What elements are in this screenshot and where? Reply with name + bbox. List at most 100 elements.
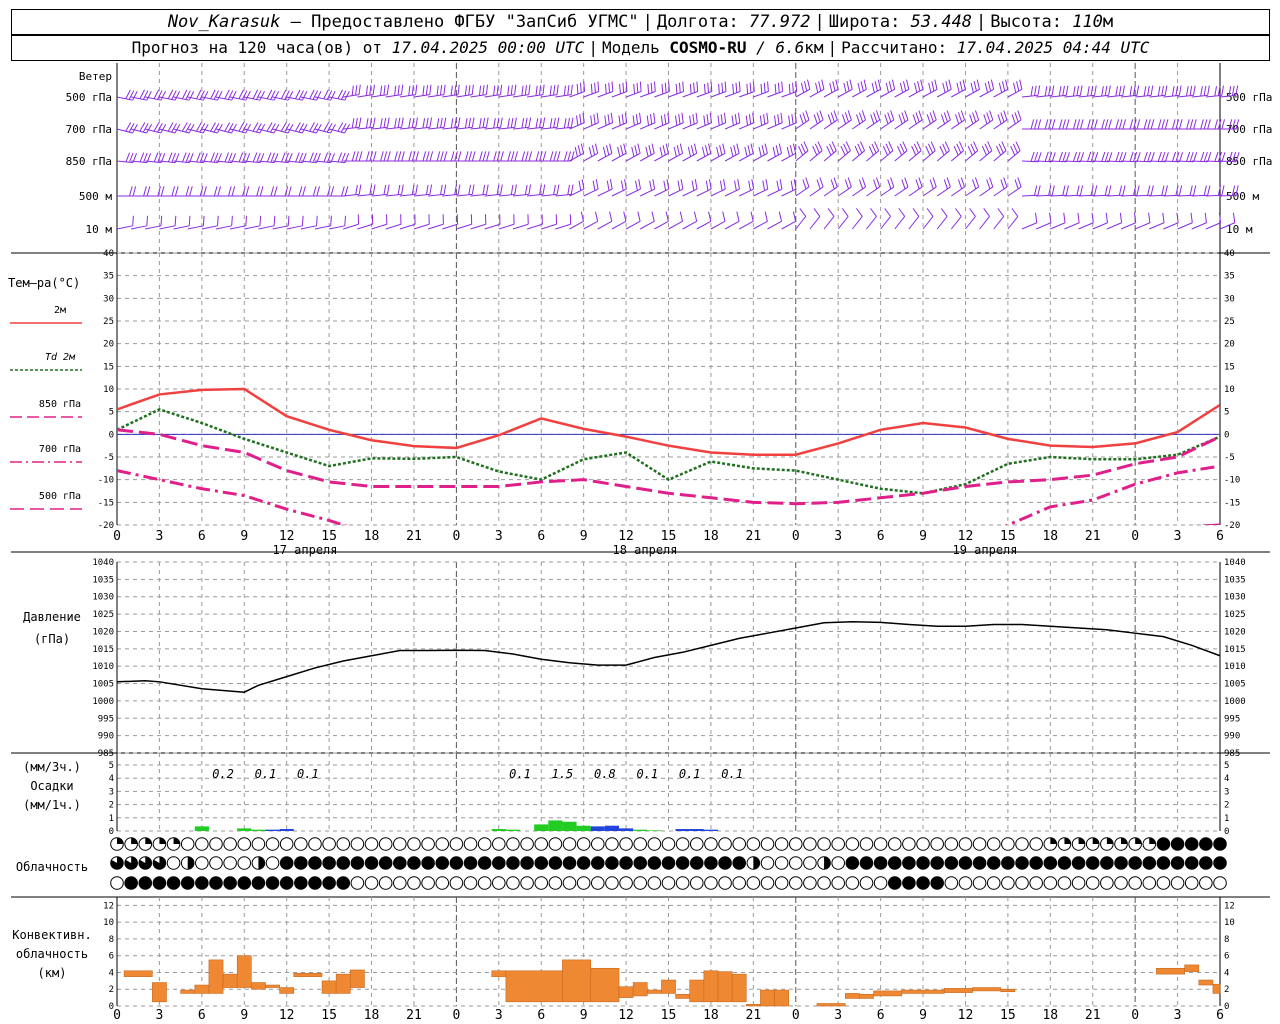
wind-barb-feather (1221, 119, 1226, 130)
cloud-circle (1071, 876, 1086, 890)
wind-barb (343, 84, 361, 98)
cloud-symbol (1128, 856, 1142, 870)
wind-barb-feather (295, 89, 301, 100)
wind-barb-shaft (809, 119, 824, 130)
cloud-circle (760, 876, 775, 890)
precip-y-tick-right: 2 (1224, 801, 1229, 811)
pres-y-tick-left: 990 (98, 732, 114, 742)
cloud-fill-full (280, 856, 293, 870)
wind-barb-feather (1176, 212, 1179, 223)
temp-y-tick-left: 0 (109, 430, 114, 440)
wind-barb-feather (639, 81, 642, 92)
wind-barb (258, 215, 276, 230)
precip-bar (633, 829, 648, 831)
cloud-circle (449, 876, 464, 890)
cloud-title: Облачность (16, 860, 88, 874)
cloud-symbol (930, 837, 944, 851)
wind-barb-feather (775, 145, 779, 156)
wind-barb (1219, 212, 1236, 230)
wind-barb-feather (493, 118, 496, 129)
wind-barb (1036, 185, 1055, 197)
wind-barb-feather (590, 83, 593, 94)
cloud-fill-full (619, 856, 633, 870)
cloud-symbol (1213, 837, 1227, 851)
cloud-circle (887, 837, 902, 851)
wind-barb (597, 112, 614, 130)
cloud-fill-full (959, 856, 972, 870)
cloud-fill-full (718, 856, 732, 870)
wind-barb-feather (429, 151, 434, 162)
wind-barb-shaft (1149, 194, 1166, 197)
wind-barb-shaft (484, 126, 501, 130)
wind-barb (979, 141, 993, 162)
wind-barb-feather (1218, 212, 1222, 223)
wind-barb-shaft (950, 216, 962, 230)
legend-label: Td 2м (45, 352, 76, 363)
wind-barb (413, 214, 430, 230)
cloud-symbol (873, 856, 888, 870)
precip-data-label: 0.2 (212, 767, 234, 781)
wind-barb (1205, 85, 1224, 98)
pres-y-tick-left: 1040 (92, 558, 114, 568)
wind-barb-feather (722, 211, 726, 222)
wind-barb (131, 89, 152, 101)
wind-barb-feather (914, 82, 918, 93)
wind-barb-feather (738, 81, 741, 92)
cloud-symbol (308, 876, 322, 890)
conv-cloud-bar (208, 959, 224, 994)
wind-barb-shaft (1050, 222, 1066, 230)
wind-barb-feather (1133, 151, 1138, 162)
wind-barb-feather (576, 115, 579, 126)
cloud-circle (930, 837, 944, 851)
cloud-fill-full (308, 876, 322, 890)
wind-barb-feather (661, 83, 664, 94)
cloud-fill-full (322, 856, 336, 870)
wind-barb-feather (731, 115, 734, 126)
wind-barb-shaft (1092, 160, 1109, 163)
cloud-symbol (590, 876, 605, 890)
wind-barb (795, 141, 809, 162)
cloud-circle (774, 876, 789, 890)
cloud-symbol (972, 837, 987, 851)
wind-barb-feather (514, 117, 517, 128)
wind-barb-shaft (314, 225, 331, 230)
wind-barb-feather (450, 85, 453, 96)
wind-barb-shaft (823, 216, 835, 230)
wind-barb-feather (415, 151, 419, 162)
wind-barb-shaft (837, 88, 853, 98)
wind-barb-feather (1115, 119, 1120, 130)
wind-barb (1191, 185, 1211, 197)
wind-barb-shaft (300, 225, 317, 230)
wind-barb-feather (1190, 212, 1193, 223)
wind-barb-feather (817, 141, 823, 151)
precip-y-tick-left: 4 (109, 774, 114, 784)
wind-barb-feather (815, 82, 819, 93)
wind-barb (512, 214, 529, 230)
wind-barb-feather (792, 211, 797, 222)
wind-barb (710, 81, 727, 98)
cloud-symbol (746, 837, 761, 851)
cloud-symbol (1142, 856, 1157, 870)
wind-barb-feather (323, 89, 329, 100)
wind-barb-shaft (456, 193, 473, 197)
cloud-fill-full (237, 876, 251, 890)
conv-cloud-bar (675, 993, 691, 999)
wind-barb-shaft (286, 128, 303, 134)
wind-barb-feather (943, 112, 948, 123)
wind-barb-feather (383, 151, 388, 162)
wind-barb (753, 211, 768, 230)
wind-barb-feather (1108, 185, 1112, 196)
wind-barb (979, 110, 994, 130)
precip-bar (505, 829, 521, 831)
wind-barb (654, 112, 670, 130)
wind-barb-feather (970, 82, 974, 93)
wind-barb (258, 89, 280, 101)
wind-barb-shaft (597, 188, 613, 197)
wind-barb-shaft (1007, 88, 1023, 98)
wind-barb-feather (664, 114, 667, 125)
wind-barb-feather (983, 208, 990, 217)
wind-barb-shaft (442, 193, 459, 197)
wind-barb-shaft (611, 122, 627, 130)
conv-cloud-bar (236, 955, 252, 988)
wind-barb (866, 177, 881, 197)
